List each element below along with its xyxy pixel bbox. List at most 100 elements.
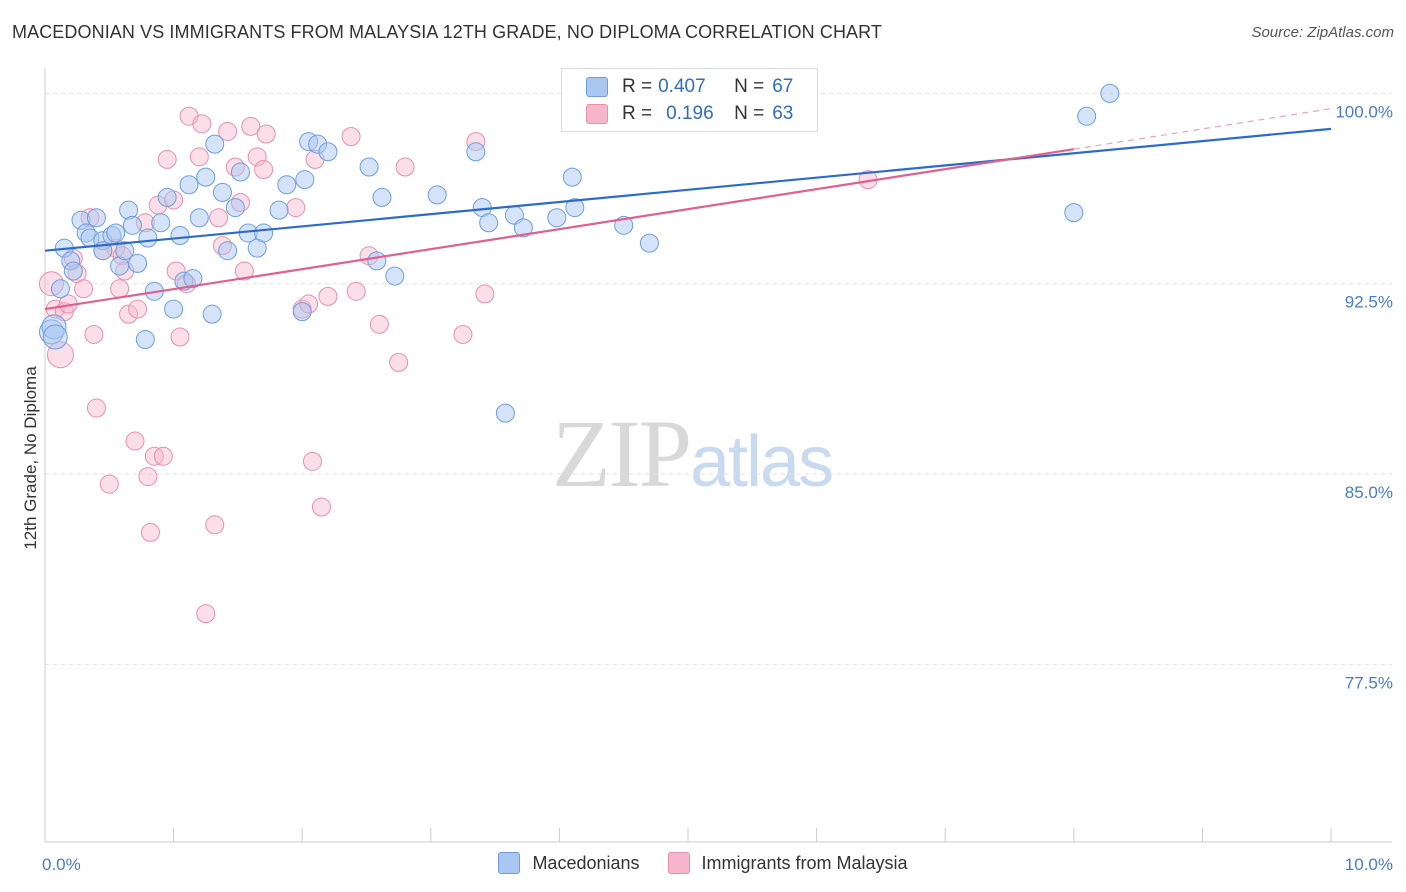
macedonian-point — [1077, 106, 1097, 126]
legend-swatch-blue — [498, 852, 521, 874]
y-tick-label: 77.5% — [1345, 673, 1393, 692]
legend-item-malaysia[interactable]: Immigrants from Malaysia — [667, 852, 908, 874]
legend-swatch-pink — [667, 852, 690, 874]
malaysia-point — [234, 261, 254, 281]
malaysia-point — [389, 352, 409, 372]
macedonian-point — [115, 241, 135, 261]
macedonian-point — [170, 225, 190, 245]
gridlines — [45, 92, 1392, 665]
legend-n-label: N = — [734, 103, 765, 124]
legend-item-macedonians[interactable]: Macedonians — [498, 852, 640, 874]
macedonian-point — [135, 330, 155, 350]
macedonian-point — [86, 208, 106, 228]
legend-row-macedonians: R = 0.407 N = 67 — [586, 74, 793, 100]
malaysia-point — [369, 314, 389, 334]
watermark-atlas: atlas — [690, 422, 834, 502]
macedonian-point — [295, 170, 315, 190]
malaysia-point — [189, 147, 209, 167]
macedonian-point — [385, 266, 405, 286]
macedonian-point — [466, 142, 486, 162]
macedonian-point — [218, 241, 238, 261]
macedonian-point — [196, 167, 216, 187]
malaysia-point — [218, 121, 238, 141]
legend-r-value: 0.407 — [658, 76, 706, 97]
macedonian-point — [50, 279, 70, 299]
chart-source: Source: ZipAtlas.com — [1251, 24, 1394, 41]
legend-n-value: 67 — [772, 76, 794, 97]
y-tick-label: 92.5% — [1345, 293, 1393, 312]
malaysia-point — [128, 299, 148, 319]
malaysia-point — [110, 279, 130, 299]
malaysia-trend-line — [44, 148, 1074, 311]
macedonian-point — [639, 233, 659, 253]
macedonian-point — [63, 261, 83, 281]
malaysia-point — [256, 124, 276, 144]
macedonian-point — [269, 200, 289, 220]
x-tick-label: 10.0% — [1345, 855, 1393, 874]
malaysia-point — [205, 515, 225, 535]
malaysia-point — [74, 279, 94, 299]
legend-n-label: N = — [734, 76, 765, 97]
macedonian-point — [189, 208, 209, 228]
macedonian-point — [547, 208, 567, 228]
legend-swatch-blue — [586, 77, 608, 97]
malaysia-point — [395, 157, 415, 177]
y-axis-title: 12th Grade, No Diploma — [21, 366, 40, 550]
macedonian-point — [179, 175, 199, 195]
malaysia-point — [209, 208, 229, 228]
malaysia-point — [346, 281, 366, 301]
legend-label-malaysia: Immigrants from Malaysia — [701, 852, 908, 873]
macedonian-point — [1100, 83, 1120, 103]
macedonian-point — [359, 157, 379, 177]
macedonian-point — [479, 213, 499, 233]
macedonian-point — [157, 187, 177, 207]
y-tick-label: 100.0% — [1335, 102, 1393, 121]
legend-label-macedonians: Macedonians — [532, 852, 640, 873]
macedonian-point — [318, 142, 338, 162]
legend-swatch-pink — [586, 104, 608, 124]
macedonians-trend-line — [44, 127, 1332, 252]
macedonian-point — [495, 403, 515, 423]
macedonian-point — [277, 175, 297, 195]
series-macedonians-points — [38, 83, 1120, 423]
macedonian-point — [106, 223, 126, 243]
macedonian-point — [205, 134, 225, 154]
macedonian-point — [164, 299, 184, 319]
macedonian-point — [254, 223, 274, 243]
macedonian-point — [202, 304, 222, 324]
malaysia-point — [99, 474, 119, 494]
macedonian-point — [212, 182, 232, 202]
malaysia-point — [196, 604, 216, 624]
malaysia-point — [453, 324, 473, 344]
malaysia-point — [192, 114, 212, 134]
malaysia-point — [138, 467, 158, 487]
malaysia-point — [286, 198, 306, 218]
malaysia-point — [241, 116, 261, 136]
axes — [44, 68, 1392, 843]
x-tick-label: 0.0% — [42, 855, 81, 874]
chart-title: MACEDONIAN VS IMMIGRANTS FROM MALAYSIA 1… — [12, 22, 883, 42]
malaysia-point — [170, 327, 190, 347]
macedonian-point — [122, 215, 142, 235]
macedonian-point — [225, 198, 245, 218]
macedonian-point — [42, 324, 68, 350]
legend-r-label: R = — [622, 76, 653, 97]
macedonian-point — [562, 167, 582, 187]
correlation-legend: R = 0.407 N = 67 R = 0.196 N = 63 — [561, 68, 818, 132]
malaysia-point — [84, 324, 104, 344]
legend-row-malaysia: R = 0.196 N = 63 — [586, 101, 793, 127]
malaysia-point — [302, 451, 322, 471]
macedonian-point — [230, 162, 250, 182]
macedonian-point — [565, 198, 585, 218]
macedonian-point — [427, 185, 447, 205]
malaysia-point — [157, 149, 177, 169]
malaysia-point — [311, 497, 331, 517]
legend-r-label: R = — [622, 103, 653, 124]
trend-lines — [44, 108, 1332, 311]
malaysia-point — [119, 304, 139, 324]
macedonian-point — [372, 187, 392, 207]
legend-r-value: 0.196 — [666, 103, 714, 124]
malaysia-point — [318, 286, 338, 306]
macedonian-point — [367, 251, 387, 271]
